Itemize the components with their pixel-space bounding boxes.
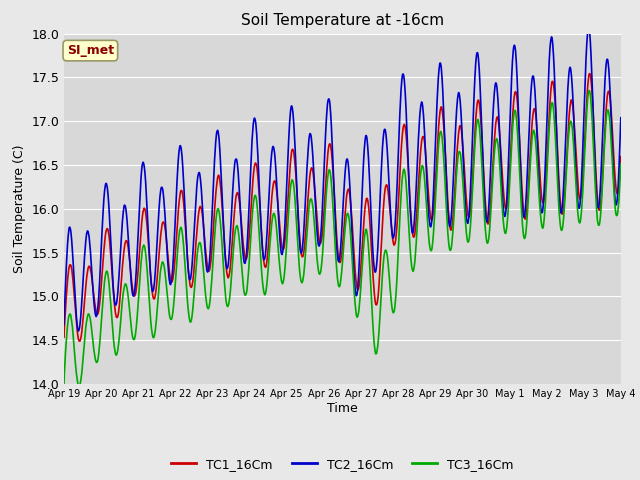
- TC1_16Cm: [76, 338, 84, 344]
- TC1_16Cm: [171, 260, 179, 266]
- TC2_16Cm: [617, 115, 625, 120]
- TC2_16Cm: [184, 267, 192, 273]
- TC2_16Cm: [502, 208, 509, 214]
- TC2_16Cm: [60, 322, 68, 327]
- TC1_16Cm: [586, 71, 593, 76]
- X-axis label: Time: Time: [327, 402, 358, 415]
- TC1_16Cm: [502, 206, 509, 212]
- TC3_16Cm: [171, 290, 179, 296]
- Y-axis label: Soil Temperature (C): Soil Temperature (C): [13, 144, 26, 273]
- TC3_16Cm: [184, 306, 192, 312]
- TC1_16Cm: [60, 334, 68, 340]
- TC1_16Cm: [184, 265, 192, 271]
- TC3_16Cm: [246, 238, 254, 244]
- Legend: TC1_16Cm, TC2_16Cm, TC3_16Cm: TC1_16Cm, TC2_16Cm, TC3_16Cm: [166, 453, 518, 476]
- TC3_16Cm: [76, 384, 83, 389]
- TC2_16Cm: [585, 24, 593, 30]
- TC3_16Cm: [617, 161, 625, 167]
- Title: Soil Temperature at -16cm: Soil Temperature at -16cm: [241, 13, 444, 28]
- TC1_16Cm: [429, 211, 437, 216]
- TC1_16Cm: [617, 154, 625, 159]
- TC3_16Cm: [585, 88, 593, 94]
- TC2_16Cm: [74, 328, 82, 334]
- TC2_16Cm: [429, 197, 437, 203]
- TC3_16Cm: [551, 128, 559, 134]
- TC2_16Cm: [551, 87, 559, 93]
- Line: TC3_16Cm: TC3_16Cm: [64, 91, 621, 386]
- TC3_16Cm: [429, 235, 437, 240]
- TC3_16Cm: [502, 230, 509, 236]
- TC2_16Cm: [246, 169, 254, 175]
- TC3_16Cm: [60, 381, 68, 387]
- TC2_16Cm: [171, 230, 179, 236]
- Text: SI_met: SI_met: [67, 44, 114, 57]
- Line: TC1_16Cm: TC1_16Cm: [64, 73, 621, 341]
- Line: TC2_16Cm: TC2_16Cm: [64, 27, 621, 331]
- TC1_16Cm: [246, 213, 254, 219]
- TC1_16Cm: [551, 98, 559, 104]
